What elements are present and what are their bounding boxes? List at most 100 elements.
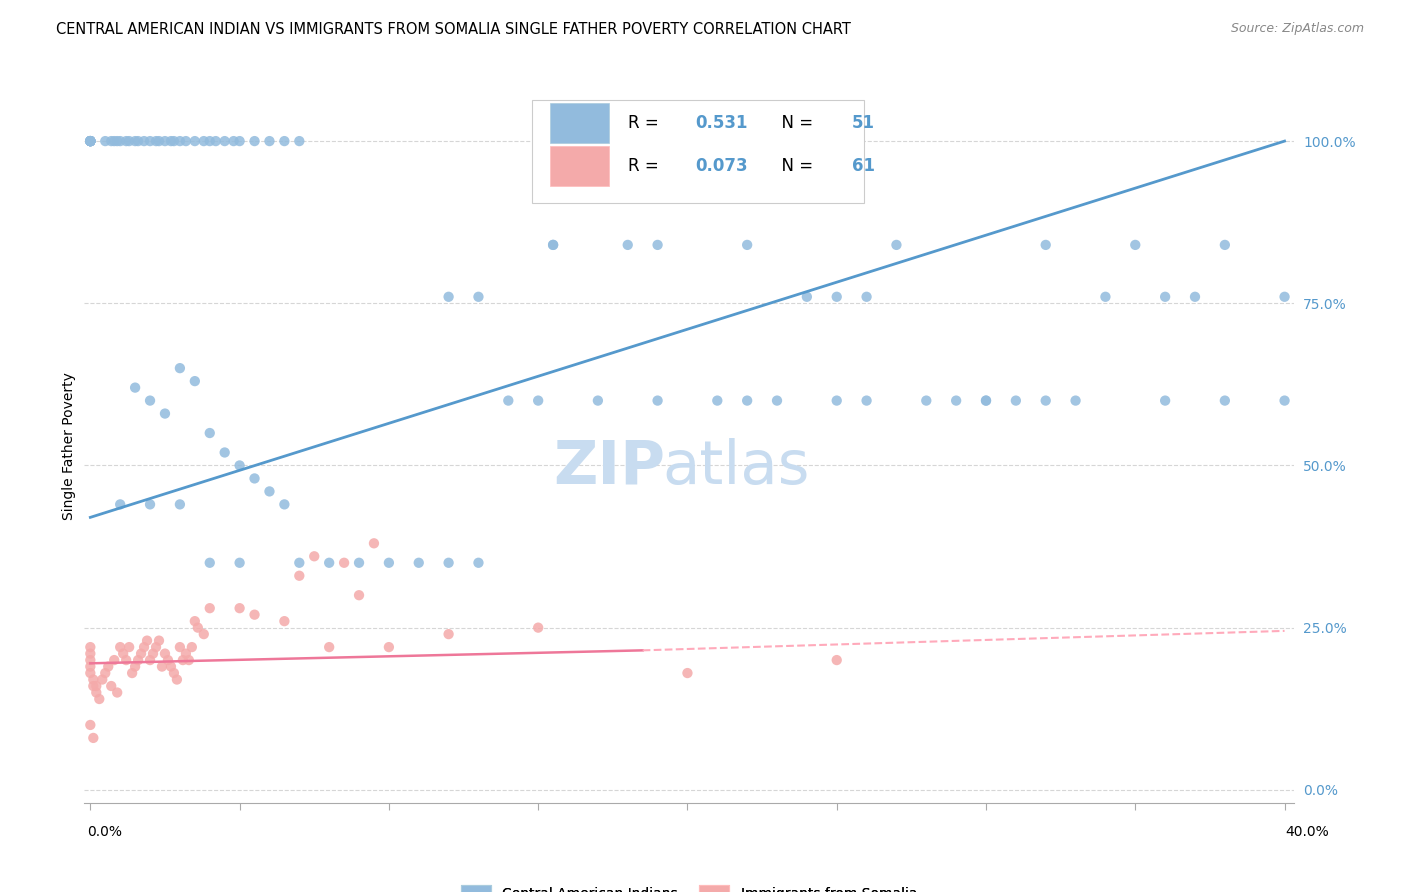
Point: [378, 556, 401, 570]
Point: [127, 653, 149, 667]
Point: [363, 536, 385, 550]
Point: [1184, 290, 1206, 304]
Point: [1035, 393, 1057, 408]
Point: [129, 647, 152, 661]
Point: [706, 393, 728, 408]
Text: N =: N =: [770, 114, 818, 132]
Point: [437, 627, 460, 641]
Point: [79, 640, 101, 654]
Point: [79, 134, 101, 148]
Point: [79, 659, 101, 673]
Point: [79, 653, 101, 667]
Point: [647, 238, 669, 252]
Text: R =: R =: [628, 114, 665, 132]
Point: [112, 647, 135, 661]
Text: N =: N =: [770, 157, 818, 175]
Point: [766, 393, 789, 408]
Point: [259, 134, 281, 148]
Text: R =: R =: [628, 157, 665, 175]
Y-axis label: Single Father Poverty: Single Father Poverty: [62, 372, 76, 520]
Point: [108, 134, 131, 148]
Point: [378, 640, 401, 654]
Point: [527, 621, 550, 635]
Point: [127, 134, 149, 148]
Point: [193, 134, 215, 148]
Point: [103, 134, 125, 148]
Text: CENTRAL AMERICAN INDIAN VS IMMIGRANTS FROM SOMALIA SINGLE FATHER POVERTY CORRELA: CENTRAL AMERICAN INDIAN VS IMMIGRANTS FR…: [56, 22, 851, 37]
Point: [79, 134, 101, 148]
Point: [886, 238, 908, 252]
Point: [79, 134, 101, 148]
Point: [1154, 393, 1177, 408]
Point: [160, 659, 183, 673]
Point: [735, 238, 758, 252]
Point: [187, 621, 209, 635]
Point: [1213, 393, 1236, 408]
Point: [142, 647, 165, 661]
Point: [408, 556, 430, 570]
Point: [318, 556, 340, 570]
Point: [184, 134, 207, 148]
Point: [1035, 238, 1057, 252]
Point: [79, 134, 101, 148]
Point: [169, 497, 191, 511]
Point: [94, 134, 117, 148]
Point: [145, 640, 167, 654]
Point: [437, 556, 460, 570]
Point: [304, 549, 326, 564]
Point: [273, 134, 295, 148]
Point: [136, 633, 159, 648]
Point: [193, 627, 215, 641]
Point: [243, 134, 266, 148]
Point: [288, 134, 311, 148]
Point: [180, 640, 202, 654]
Point: [198, 425, 221, 440]
Point: [243, 607, 266, 622]
Point: [169, 640, 191, 654]
Point: [82, 673, 104, 687]
Point: [855, 393, 877, 408]
Point: [222, 134, 245, 148]
Point: [108, 640, 131, 654]
Point: [177, 653, 200, 667]
Point: [1064, 393, 1087, 408]
Point: [79, 134, 101, 148]
Point: [228, 458, 250, 473]
Point: [89, 692, 111, 706]
Legend: Central American Indians, Immigrants from Somalia: Central American Indians, Immigrants fro…: [456, 880, 922, 892]
Point: [273, 614, 295, 628]
Point: [541, 238, 564, 252]
Point: [118, 640, 141, 654]
Point: [174, 647, 197, 661]
Point: [148, 633, 170, 648]
Point: [79, 134, 101, 148]
Point: [94, 666, 117, 681]
Point: [228, 134, 250, 148]
Point: [100, 679, 122, 693]
FancyBboxPatch shape: [550, 145, 609, 186]
Point: [79, 134, 101, 148]
Point: [103, 653, 125, 667]
Point: [132, 640, 155, 654]
Point: [79, 134, 101, 148]
Point: [153, 134, 176, 148]
Point: [228, 601, 250, 615]
Point: [467, 290, 489, 304]
Point: [259, 484, 281, 499]
Point: [855, 290, 877, 304]
Text: Source: ZipAtlas.com: Source: ZipAtlas.com: [1230, 22, 1364, 36]
Text: 0.073: 0.073: [695, 157, 748, 175]
Point: [132, 134, 155, 148]
Point: [84, 685, 107, 699]
Point: [586, 393, 609, 408]
Point: [915, 393, 938, 408]
Point: [204, 134, 226, 148]
Point: [1213, 238, 1236, 252]
Point: [825, 290, 848, 304]
Text: atlas: atlas: [662, 438, 810, 497]
Point: [118, 134, 141, 148]
Point: [228, 556, 250, 570]
Point: [825, 653, 848, 667]
Point: [647, 393, 669, 408]
Point: [153, 647, 176, 661]
